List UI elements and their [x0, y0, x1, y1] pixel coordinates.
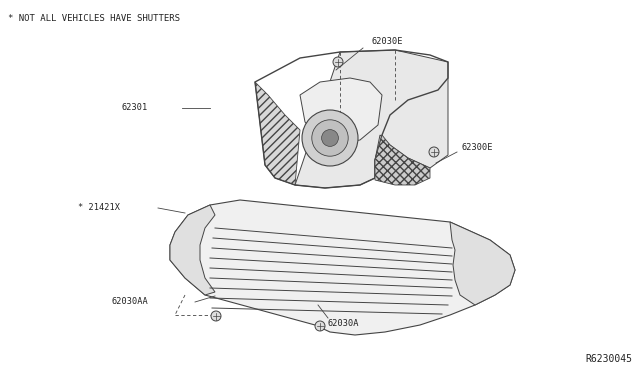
Polygon shape: [300, 78, 382, 143]
Circle shape: [333, 57, 343, 67]
Text: 62030E: 62030E: [372, 38, 403, 46]
Text: 62300E: 62300E: [462, 144, 493, 153]
Circle shape: [302, 110, 358, 166]
Circle shape: [322, 129, 339, 147]
Text: * 21421X: * 21421X: [78, 203, 120, 212]
Circle shape: [312, 120, 348, 156]
Polygon shape: [170, 200, 515, 335]
Text: 62030A: 62030A: [328, 318, 360, 327]
Polygon shape: [295, 50, 448, 188]
Text: * NOT ALL VEHICLES HAVE SHUTTERS: * NOT ALL VEHICLES HAVE SHUTTERS: [8, 14, 180, 23]
Text: 62301: 62301: [122, 103, 148, 112]
Polygon shape: [255, 82, 300, 185]
Circle shape: [315, 321, 325, 331]
Polygon shape: [170, 205, 215, 295]
Polygon shape: [375, 135, 430, 185]
Text: R6230045: R6230045: [585, 354, 632, 364]
Text: 62030AA: 62030AA: [111, 298, 148, 307]
Circle shape: [211, 311, 221, 321]
Polygon shape: [450, 222, 515, 305]
Circle shape: [429, 147, 439, 157]
